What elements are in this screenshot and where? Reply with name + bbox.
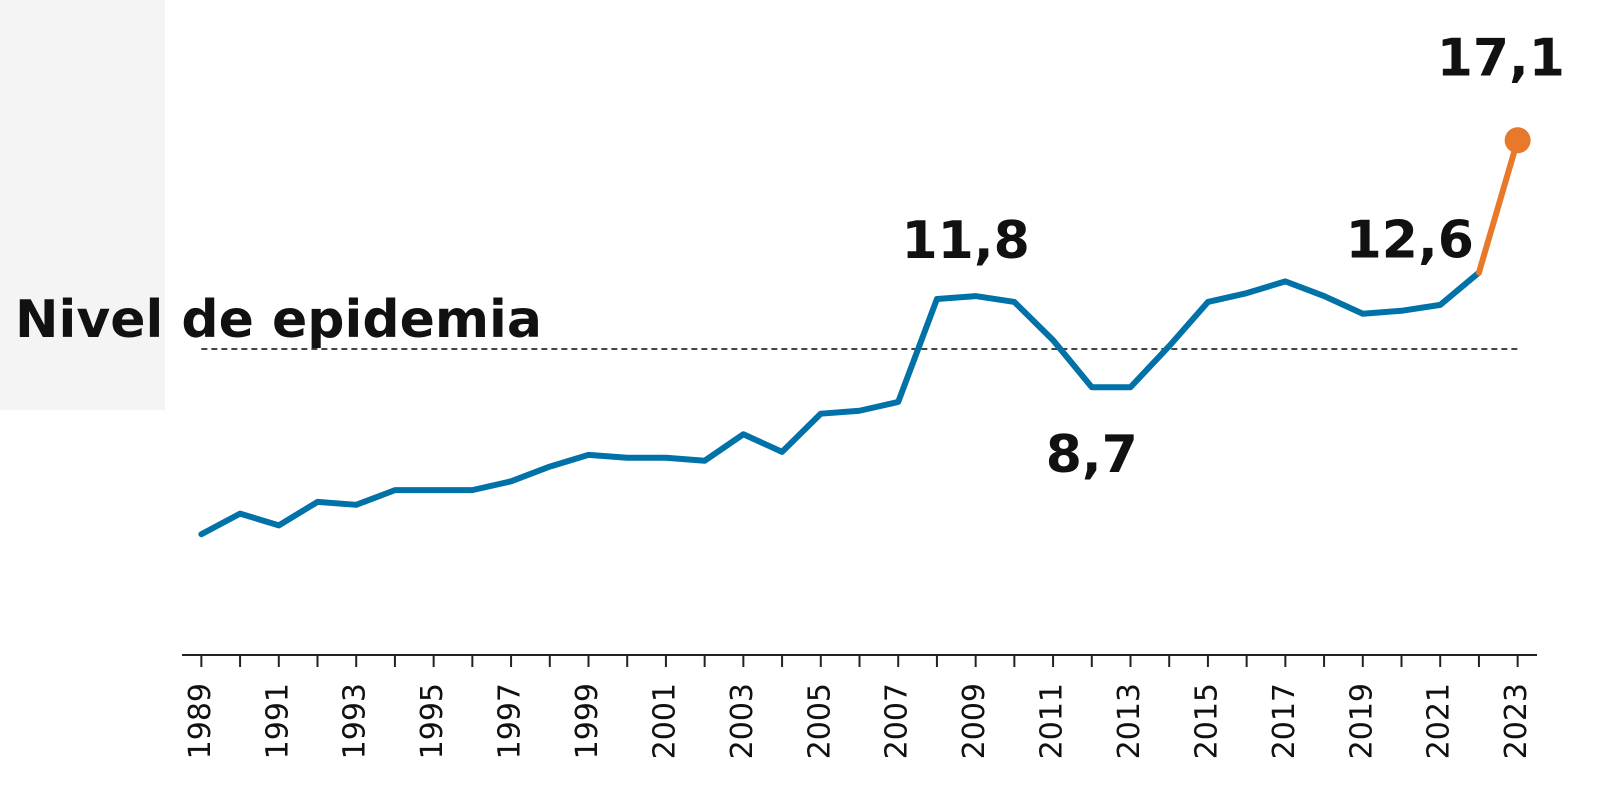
x-tick-label: 2001 [647, 683, 682, 759]
x-tick-label: 2007 [880, 683, 915, 759]
last-point [1504, 127, 1531, 154]
line-main [198, 269, 1482, 538]
reference-label: Nivel de epidemia [15, 290, 542, 350]
x-tick-label: 2023 [1499, 683, 1534, 759]
data-label: 17,1 [1437, 28, 1565, 88]
line-last [1475, 137, 1521, 276]
x-tick-label: 1989 [183, 683, 218, 759]
data-label: 11,8 [901, 211, 1029, 271]
x-tick-label: 2009 [957, 683, 992, 759]
x-tick-label: 1999 [570, 683, 605, 759]
x-tick-label: 2021 [1422, 683, 1457, 759]
data-label: 8,7 [1046, 425, 1138, 485]
x-tick-label: 2013 [1112, 683, 1147, 759]
x-tick-label: 1993 [338, 683, 373, 759]
x-tick-label: 2005 [802, 683, 837, 759]
data-label: 12,6 [1346, 211, 1474, 271]
x-tick-label: 1995 [415, 683, 450, 759]
x-tick-label: 2011 [1035, 683, 1070, 759]
x-tick-label: 2015 [1189, 683, 1224, 759]
x-tick-label: 2017 [1267, 683, 1302, 759]
x-tick-label: 1997 [493, 683, 528, 759]
x-tick-label: 2019 [1344, 683, 1379, 759]
background-image [0, 0, 165, 410]
x-tick-label: 1991 [260, 683, 295, 759]
x-tick-label: 2003 [725, 683, 760, 759]
